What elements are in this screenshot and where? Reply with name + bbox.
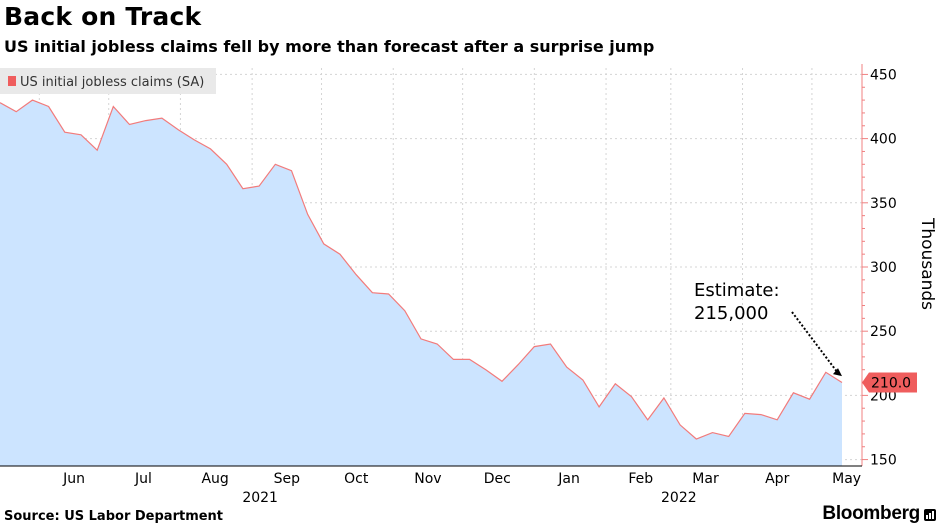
legend: US initial jobless claims (SA) bbox=[0, 68, 216, 94]
series-area-fill bbox=[0, 100, 842, 466]
last-value-callout: 210.0 bbox=[862, 372, 917, 393]
x-tick-label: Sep bbox=[274, 471, 301, 487]
y-tick-label: 400 bbox=[870, 132, 897, 148]
x-tick-label: Aug bbox=[201, 471, 228, 487]
x-tick-label: Dec bbox=[484, 471, 511, 487]
x-tick-label: Jul bbox=[134, 471, 152, 487]
x-tick-label: May bbox=[832, 471, 861, 487]
x-tick-label: Mar bbox=[692, 471, 719, 487]
source-note: Source: US Labor Department bbox=[4, 509, 224, 524]
x-year-label: 2021 bbox=[242, 490, 278, 506]
annotation-arrow bbox=[791, 311, 839, 374]
x-tick-label: Feb bbox=[628, 471, 653, 487]
y-tick-label: 250 bbox=[870, 324, 897, 340]
estimate-annotation: Estimate: 215,000 bbox=[694, 280, 842, 377]
y-axis-title: Thousands bbox=[917, 217, 937, 310]
y-tick-label: 450 bbox=[870, 67, 897, 83]
chart-subtitle: US initial jobless claims fell by more t… bbox=[4, 37, 655, 56]
x-tick-label: Oct bbox=[344, 471, 369, 487]
y-tick-label: 300 bbox=[870, 260, 897, 276]
x-tick-label: Apr bbox=[765, 471, 789, 487]
legend-label: US initial jobless claims (SA) bbox=[20, 75, 204, 90]
x-axis-labels: Jun Jul Aug Sep Oct Nov Dec Jan Feb Mar Apr May 2021… bbox=[62, 471, 861, 506]
annotation-line-1: Estimate: bbox=[694, 280, 780, 301]
series-line bbox=[0, 99, 843, 440]
last-value-badge bbox=[862, 372, 917, 393]
legend-background bbox=[0, 68, 216, 94]
x-tick-label: Nov bbox=[414, 471, 441, 487]
last-value-label: 210.0 bbox=[871, 376, 911, 392]
y-tick-label: 150 bbox=[870, 453, 897, 469]
legend-swatch bbox=[8, 76, 16, 86]
bloomberg-icon bbox=[924, 509, 936, 521]
y-tick-label: 350 bbox=[870, 196, 897, 212]
chart-title: Back on Track bbox=[4, 2, 202, 31]
x-year-label: 2022 bbox=[661, 490, 697, 506]
annotation-line-2: 215,000 bbox=[694, 303, 768, 324]
brand-logo: Bloomberg bbox=[822, 503, 920, 524]
x-tick-label: Jan bbox=[557, 471, 580, 487]
annotation-arrowhead bbox=[833, 368, 842, 377]
x-tick-label: Jun bbox=[62, 471, 85, 487]
